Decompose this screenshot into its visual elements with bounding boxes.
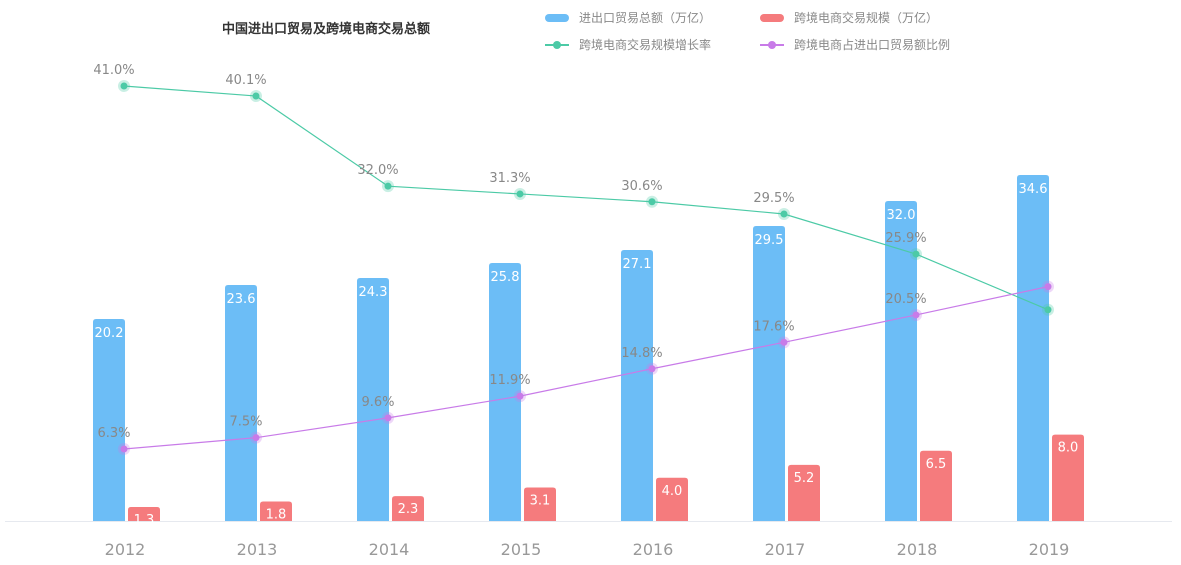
growth-rate-point bbox=[516, 190, 524, 198]
x-tick-label: 2018 bbox=[897, 540, 938, 559]
growth-rate-point bbox=[120, 82, 128, 90]
bar-trade-total bbox=[93, 319, 125, 521]
bar-label: 25.8 bbox=[491, 270, 520, 285]
growth-rate-label: 41.0% bbox=[93, 63, 134, 78]
legend-item-ecommerce-scale[interactable]: 跨境电商交易规模（万亿） bbox=[760, 9, 938, 26]
legend-label: 跨境电商占进出口贸易额比例 bbox=[794, 38, 951, 52]
x-tick-label: 2015 bbox=[501, 540, 542, 559]
legend-line-icon bbox=[545, 40, 569, 49]
growth-rate-label: 29.5% bbox=[753, 191, 794, 206]
bar-ecommerce-scale bbox=[788, 464, 820, 521]
growth-rate-label: 32.0% bbox=[357, 163, 398, 178]
bar-label: 6.5 bbox=[926, 457, 947, 472]
bar-ecommerce-scale bbox=[524, 487, 556, 521]
bar-label: 27.1 bbox=[623, 257, 652, 272]
x-tick-label: 2017 bbox=[765, 540, 806, 559]
legend-swatch bbox=[545, 13, 569, 22]
bar-ecommerce-scale bbox=[1052, 434, 1084, 521]
bar-ecommerce-scale bbox=[656, 477, 688, 521]
bar-trade-total bbox=[357, 278, 389, 521]
share-ratio-point bbox=[1044, 283, 1052, 291]
bar-ecommerce-scale bbox=[260, 501, 292, 521]
share-ratio-point bbox=[648, 365, 656, 373]
bar-trade-total bbox=[225, 285, 257, 521]
bar-label: 34.6 bbox=[1019, 182, 1048, 197]
growth-rate-point bbox=[252, 92, 260, 100]
growth-rate-point bbox=[912, 250, 920, 258]
share-ratio-label: 6.3% bbox=[97, 426, 130, 441]
share-ratio-point bbox=[516, 392, 524, 400]
legend-line-icon bbox=[760, 40, 784, 49]
share-ratio-point bbox=[780, 338, 788, 346]
legend-label: 跨境电商交易规模（万亿） bbox=[794, 11, 939, 25]
share-ratio-label: 7.5% bbox=[229, 415, 262, 430]
legend-label: 跨境电商交易规模增长率 bbox=[579, 38, 712, 52]
legend-swatch bbox=[760, 13, 784, 22]
share-ratio-line bbox=[123, 286, 1049, 450]
x-tick-label: 2013 bbox=[237, 540, 278, 559]
bar-ecommerce-scale bbox=[128, 506, 160, 521]
share-ratio-label: 20.5% bbox=[885, 292, 926, 307]
growth-rate-point bbox=[780, 210, 788, 218]
bar-label: 32.0 bbox=[887, 208, 916, 223]
growth-rate-point bbox=[384, 182, 392, 190]
bar-label: 5.2 bbox=[794, 471, 815, 486]
legend-item-share-ratio[interactable]: 跨境电商占进出口贸易额比例 bbox=[760, 36, 950, 53]
share-ratio-point bbox=[912, 311, 920, 319]
legend-label: 进出口贸易总额（万亿） bbox=[579, 11, 712, 25]
growth-rate-label: 31.3% bbox=[489, 171, 530, 186]
bar-ecommerce-scale bbox=[920, 450, 952, 521]
bar-label: 24.3 bbox=[359, 285, 388, 300]
growth-rate-label: 25.9% bbox=[885, 231, 926, 246]
bar-label: 3.1 bbox=[530, 494, 551, 509]
bar-label: 23.6 bbox=[227, 292, 256, 307]
share-ratio-point bbox=[252, 434, 260, 442]
legend-item-growth-rate[interactable]: 跨境电商交易规模增长率 bbox=[545, 36, 711, 53]
share-ratio-label: 11.9% bbox=[489, 373, 530, 388]
bar-trade-total bbox=[753, 226, 785, 521]
share-ratio-label: 17.6% bbox=[753, 319, 794, 334]
x-tick-label: 2016 bbox=[633, 540, 674, 559]
chart-title: 中国进出口贸易及跨境电商交易总额 bbox=[222, 22, 431, 37]
bar-label: 20.2 bbox=[95, 326, 124, 341]
bar-label: 8.0 bbox=[1058, 441, 1079, 456]
growth-rate-label: 40.1% bbox=[225, 73, 266, 88]
growth-rate-point bbox=[648, 198, 656, 206]
growth-rate-point bbox=[1044, 306, 1052, 314]
x-tick-label: 2019 bbox=[1029, 540, 1070, 559]
share-ratio-label: 9.6% bbox=[361, 395, 394, 410]
bar-label: 1.3 bbox=[134, 513, 155, 528]
growth-rate-label: 30.6% bbox=[621, 179, 662, 194]
bar-label: 29.5 bbox=[755, 233, 784, 248]
bar-trade-total bbox=[621, 250, 653, 521]
share-ratio-label: 14.8% bbox=[621, 346, 662, 361]
bar-label: 4.0 bbox=[662, 484, 683, 499]
bar-label: 1.8 bbox=[266, 508, 287, 523]
share-ratio-point bbox=[384, 414, 392, 422]
legend-item-trade-total[interactable]: 进出口贸易总额（万亿） bbox=[545, 9, 711, 26]
bar-trade-total bbox=[1017, 175, 1049, 521]
bar-label: 2.3 bbox=[398, 502, 419, 517]
growth-rate-line bbox=[123, 85, 1049, 311]
share-ratio-point bbox=[120, 445, 128, 453]
bar-ecommerce-scale bbox=[392, 496, 424, 521]
bar-trade-total bbox=[885, 201, 917, 521]
bar-trade-total bbox=[489, 263, 521, 521]
x-tick-label: 2012 bbox=[105, 540, 146, 559]
x-tick-label: 2014 bbox=[369, 540, 410, 559]
